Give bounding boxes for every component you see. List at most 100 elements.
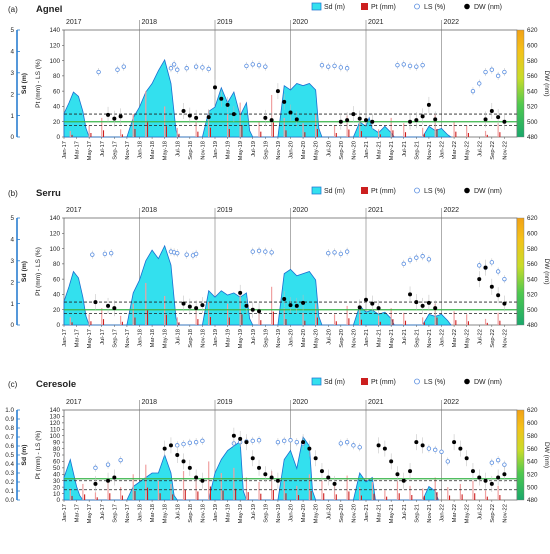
dw-point — [231, 433, 236, 438]
month-label: Jan-22 — [440, 504, 446, 522]
pt-bar-faint — [120, 487, 122, 500]
dw-point — [106, 478, 111, 483]
month-label: Jan-18 — [138, 504, 144, 522]
ls-point — [489, 260, 495, 265]
month-label: May-17 — [87, 329, 93, 348]
pt-bar-faint — [371, 482, 373, 500]
ls-point — [108, 250, 114, 256]
pt-bar — [499, 132, 501, 137]
pt-bar-faint — [409, 485, 411, 500]
legend-pt-label: Pt (mm) — [371, 4, 396, 11]
pt-bar-faint — [315, 303, 317, 325]
pt-bar — [90, 132, 92, 137]
month-label: Nov-17 — [125, 141, 131, 160]
month-label: Sep-18 — [188, 504, 194, 523]
month-label: Jul-20 — [326, 329, 332, 345]
pt-bar — [102, 130, 105, 137]
ls-point — [263, 249, 268, 254]
pt-bar — [423, 133, 425, 137]
dw-point — [477, 475, 482, 480]
month-label: May-18 — [163, 329, 169, 348]
pt-bar — [71, 322, 73, 325]
pt-bar — [297, 495, 300, 500]
dw-point — [414, 118, 419, 123]
pt-tick-label: 50 — [53, 465, 61, 472]
month-label: Jan-19 — [213, 329, 219, 347]
ls-point — [282, 438, 287, 444]
pt-bar — [260, 493, 262, 500]
sd-tick-label: 2 — [10, 91, 14, 98]
pt-bar — [499, 320, 501, 325]
dw-point — [168, 443, 173, 448]
pt-bar — [486, 496, 488, 500]
pt-bar-faint — [258, 482, 260, 500]
pt-bar — [335, 494, 337, 500]
dw-tick-label: 540 — [527, 459, 538, 466]
pt-tick-label: 60 — [53, 88, 61, 95]
dw-point — [275, 478, 280, 483]
legend-pt-swatch — [361, 3, 368, 10]
pt-bar-faint — [472, 480, 474, 500]
dw-point — [458, 446, 463, 451]
pt-bar-faint — [484, 318, 487, 325]
dw-point — [231, 112, 236, 117]
dw-point — [382, 446, 387, 451]
pt-bar-faint — [484, 130, 487, 137]
pt-bar — [272, 311, 274, 325]
month-label: Mar-20 — [301, 329, 307, 347]
pt-bar — [121, 134, 123, 137]
pt-tick-label: 120 — [49, 420, 60, 427]
dw-point — [420, 114, 425, 119]
dw-point — [307, 446, 312, 451]
pt-bar — [360, 131, 363, 137]
month-label: Mar-18 — [150, 329, 156, 347]
month-label: Jan-20 — [289, 329, 295, 347]
dw-point — [294, 117, 299, 122]
pt-bar-faint — [346, 305, 348, 325]
sd-tick-label: 2 — [10, 279, 14, 286]
pt-bar-faint — [321, 480, 323, 500]
pt-tick-label: 120 — [49, 230, 60, 237]
pt-tick-label: 0 — [56, 497, 60, 504]
pt-bar-faint — [176, 317, 178, 325]
pt-bar-faint — [107, 480, 109, 500]
month-label: Nov-18 — [200, 329, 206, 348]
pt-bar-faint — [195, 121, 197, 137]
pt-tick-label: 100 — [49, 246, 60, 253]
month-label: Sep-22 — [490, 329, 496, 348]
dw-tick-label: 600 — [527, 420, 538, 427]
pt-bar-faint — [497, 485, 499, 500]
ls-point — [319, 62, 325, 68]
pt-bar — [146, 487, 149, 500]
dw-tick-label: 560 — [527, 261, 538, 268]
month-label: Sep-21 — [414, 141, 420, 160]
dw-tick-label: 580 — [527, 58, 538, 65]
pt-tick-label: 80 — [53, 261, 61, 268]
year-label: 2017 — [66, 207, 82, 214]
month-label: Jan-19 — [213, 504, 219, 522]
pt-bar-faint — [69, 317, 71, 325]
dw-point — [269, 475, 274, 480]
dw-point — [213, 85, 217, 90]
month-label: May-17 — [87, 504, 93, 523]
ls-point — [332, 63, 337, 69]
pt-bar — [272, 122, 274, 137]
month-label: Jul-22 — [477, 329, 483, 345]
pt-bar — [102, 319, 105, 325]
ls-point — [401, 261, 406, 267]
month-label: Jan-17 — [62, 504, 68, 522]
dw-point — [489, 481, 494, 486]
month-label: May-17 — [87, 141, 93, 160]
ls-point — [414, 64, 419, 69]
ls-point — [495, 73, 501, 79]
month-label: Sep-19 — [263, 329, 269, 348]
pt-bar-faint — [233, 467, 235, 500]
pt-bar — [109, 493, 111, 500]
pt-tick-label: 0 — [56, 322, 60, 329]
pt-tick-label: 130 — [49, 414, 60, 421]
pt-bar-faint — [359, 309, 361, 325]
pt-bar-faint — [333, 483, 336, 500]
panel-3: (c) Ceresole Sd (m) Pt (mm) LS (%) DW (nm)201… — [5, 377, 550, 523]
month-label: May-21 — [389, 141, 395, 160]
dw-point — [250, 456, 255, 461]
